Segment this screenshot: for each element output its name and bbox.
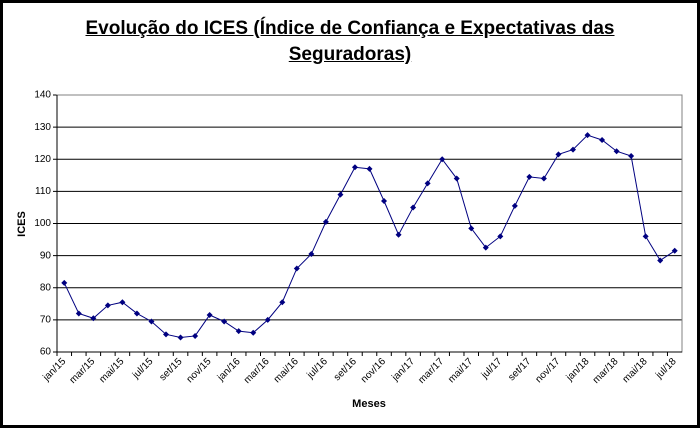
point <box>468 225 475 232</box>
point <box>221 318 228 325</box>
x-tick-label: jan/18 <box>564 356 592 384</box>
x-tick-label: jul/18 <box>653 356 679 382</box>
point <box>148 318 155 325</box>
point <box>657 257 664 264</box>
point <box>497 233 504 240</box>
point <box>61 279 68 286</box>
point <box>235 328 242 335</box>
point <box>293 265 300 272</box>
y-tick-label: 70 <box>40 315 52 326</box>
point <box>308 251 315 258</box>
point <box>540 175 547 182</box>
point <box>192 332 199 339</box>
x-tick-label: mai/17 <box>446 356 475 385</box>
x-tick-label: jan/15 <box>41 356 69 384</box>
point <box>177 334 184 341</box>
point <box>90 315 97 322</box>
x-tick-label: jul/15 <box>130 356 156 382</box>
point <box>206 312 213 319</box>
x-tick-label: mar/15 <box>68 356 98 386</box>
x-tick-label: set/15 <box>157 356 184 383</box>
point <box>424 180 431 187</box>
point <box>410 204 417 211</box>
point <box>526 173 533 180</box>
y-tick-label: 140 <box>34 90 51 101</box>
y-tick-label: 110 <box>35 186 51 197</box>
point <box>119 299 126 306</box>
x-tick-label: nov/16 <box>359 356 388 385</box>
point <box>337 191 344 198</box>
x-tick-label: set/16 <box>332 356 359 383</box>
point <box>279 299 286 306</box>
point <box>584 132 591 139</box>
point <box>599 136 606 143</box>
point <box>133 310 140 317</box>
x-tick-label: mai/18 <box>621 356 650 385</box>
y-tick-label: 130 <box>34 122 51 133</box>
point <box>628 153 635 160</box>
x-tick-label: jul/17 <box>479 356 505 382</box>
x-tick-label: nov/17 <box>533 356 562 385</box>
y-tick-label: 120 <box>34 154 51 165</box>
y-tick-label: 80 <box>40 282 52 293</box>
x-tick-label: mai/15 <box>97 356 126 385</box>
x-tick-label: mar/17 <box>416 356 446 386</box>
x-tick-label: mar/16 <box>242 356 272 386</box>
x-tick-label: set/17 <box>506 356 533 383</box>
point <box>569 146 576 153</box>
point <box>104 302 111 309</box>
y-tick-label: 90 <box>40 250 52 261</box>
point <box>75 310 82 317</box>
point <box>671 247 678 254</box>
point <box>381 198 388 205</box>
point <box>250 329 257 336</box>
y-axis-label: ICES <box>16 211 28 237</box>
point <box>264 316 271 323</box>
point <box>555 151 562 158</box>
point <box>613 148 620 155</box>
point <box>163 331 170 338</box>
x-tick-label: nov/15 <box>185 356 214 385</box>
x-tick-label: jul/16 <box>304 356 330 382</box>
point <box>482 244 489 251</box>
point <box>439 156 446 163</box>
point <box>453 175 460 182</box>
point <box>366 165 373 172</box>
x-tick-label: jan/16 <box>215 356 243 384</box>
y-tick-label: 100 <box>34 218 51 229</box>
point <box>642 233 649 240</box>
x-tick-label: mar/18 <box>591 356 621 386</box>
point <box>351 164 358 171</box>
x-tick-label: jan/17 <box>389 356 417 384</box>
point <box>511 202 518 209</box>
y-tick-label: 60 <box>40 347 52 358</box>
chart-title: Evolução do ICES (Índice de Confiança e … <box>85 18 615 65</box>
point <box>322 218 329 225</box>
point <box>395 231 402 238</box>
series-line <box>63 134 676 339</box>
x-axis-label: Meses <box>352 398 386 410</box>
x-tick-label: mai/16 <box>272 356 301 385</box>
